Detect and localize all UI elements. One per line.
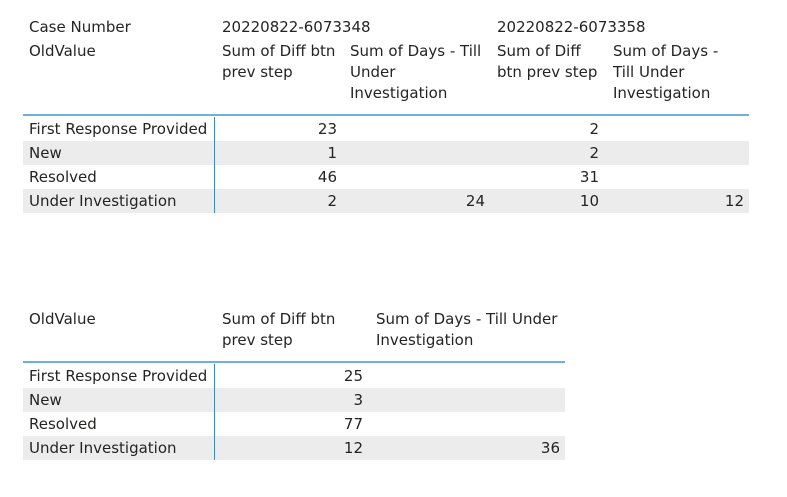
header-divider <box>23 361 565 363</box>
value-cell <box>353 141 485 165</box>
value-cell <box>353 117 485 141</box>
value-cell: 36 <box>540 439 560 457</box>
value-cell: 10 <box>579 192 599 210</box>
row-label: New <box>29 391 62 409</box>
row-label: First Response Provided <box>29 367 208 385</box>
table-row: Resolved 77 <box>23 412 565 436</box>
value-cell: 25 <box>343 367 363 385</box>
value-cell <box>373 412 560 436</box>
row-header-label[interactable]: OldValue <box>29 310 96 328</box>
value-cell: 2 <box>327 192 337 210</box>
row-header-divider <box>214 117 215 213</box>
corner-row-label: OldValue <box>29 42 96 60</box>
value-cell: 3 <box>353 391 363 409</box>
measure-header-days[interactable]: Sum of Days - Till Under Investigation <box>613 42 719 102</box>
row-label: First Response Provided <box>29 120 208 138</box>
row-label: Resolved <box>29 415 97 433</box>
table-row: First Response Provided 23 2 <box>23 117 749 141</box>
table-row: New 3 <box>23 388 565 412</box>
header-divider <box>23 114 749 116</box>
value-cell <box>373 388 560 412</box>
value-cell <box>373 364 560 388</box>
value-cell: 12 <box>724 192 744 210</box>
measure-header-diff[interactable]: Sum of Diff btn prev step <box>222 42 336 81</box>
value-cell: 46 <box>317 168 337 186</box>
table-row: Resolved 46 31 <box>23 165 749 189</box>
value-cell <box>613 165 744 189</box>
value-cell: 2 <box>589 144 599 162</box>
value-cell: 1 <box>327 144 337 162</box>
column-header-days[interactable]: Sum of Days - Till Under Investigation <box>376 310 558 349</box>
value-cell: 31 <box>579 168 599 186</box>
corner-col-label: Case Number <box>29 18 131 36</box>
measure-header-days[interactable]: Sum of Days - Till Under Investigation <box>350 42 482 102</box>
row-label: New <box>29 144 62 162</box>
value-cell: 77 <box>343 415 363 433</box>
value-cell: 23 <box>317 120 337 138</box>
table-row: Under Investigation 2 24 10 12 <box>23 189 749 213</box>
row-label: Under Investigation <box>29 439 177 457</box>
case-number-header-1[interactable]: 20220822-6073348 <box>222 18 371 36</box>
row-header-divider <box>214 364 215 460</box>
table-row: First Response Provided 25 <box>23 364 565 388</box>
table-row: Under Investigation 12 36 <box>23 436 565 460</box>
row-label: Resolved <box>29 168 97 186</box>
value-cell <box>613 117 744 141</box>
value-cell: 24 <box>465 192 485 210</box>
value-cell <box>353 165 485 189</box>
row-label: Under Investigation <box>29 192 177 210</box>
value-cell: 2 <box>589 120 599 138</box>
value-cell <box>613 141 744 165</box>
value-cell: 12 <box>343 439 363 457</box>
measure-header-diff[interactable]: Sum of Diff btn prev step <box>497 42 598 81</box>
column-header-diff[interactable]: Sum of Diff btn prev step <box>222 310 336 349</box>
table-row: New 1 2 <box>23 141 749 165</box>
case-number-header-2[interactable]: 20220822-6073358 <box>497 18 646 36</box>
